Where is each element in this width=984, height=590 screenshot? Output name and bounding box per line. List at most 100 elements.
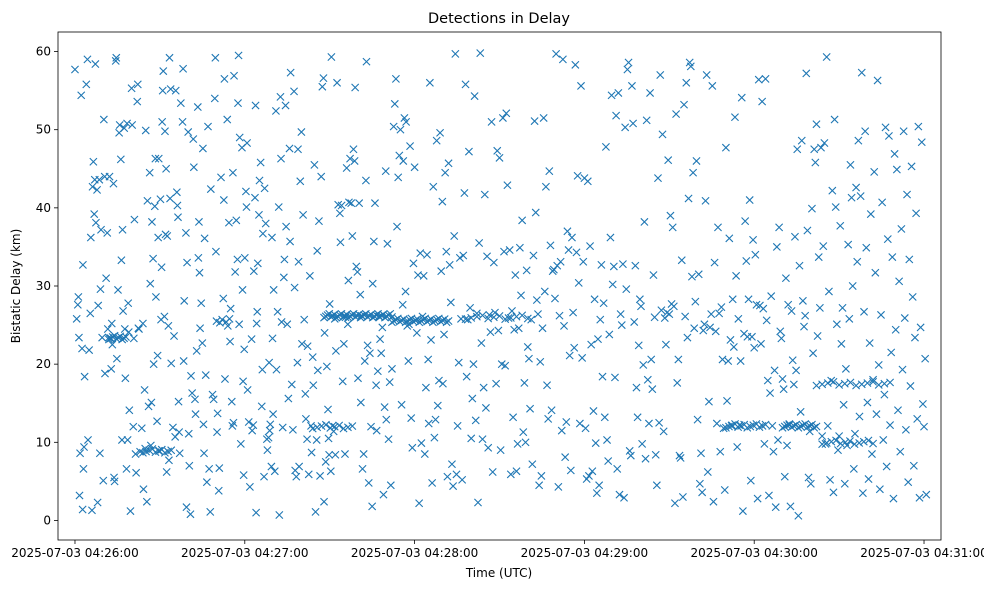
data-point-marker (620, 493, 629, 502)
data-point-marker (617, 321, 626, 330)
data-point-marker (250, 193, 259, 202)
data-point-marker (488, 468, 497, 476)
data-point-marker (492, 379, 501, 388)
data-point-marker (538, 324, 547, 333)
data-point-marker (907, 162, 916, 171)
data-point-marker (339, 424, 348, 433)
data-point-marker (97, 225, 106, 234)
data-point-marker (427, 335, 435, 344)
data-point-marker (606, 233, 615, 242)
data-point-marker (621, 123, 630, 132)
data-point-marker (518, 216, 527, 225)
data-point-marker (340, 450, 349, 459)
data-point-marker (860, 307, 869, 316)
data-point-marker (878, 198, 887, 207)
data-point-marker (787, 423, 796, 432)
data-point-marker (478, 311, 487, 320)
data-point-marker (86, 233, 95, 242)
data-point-marker (206, 185, 215, 194)
data-point-marker (655, 418, 664, 427)
data-point-marker (455, 253, 464, 262)
data-point-marker (493, 146, 502, 155)
data-point-marker (674, 355, 683, 364)
data-point-marker (187, 371, 196, 380)
data-point-marker (701, 196, 710, 205)
data-point-marker (251, 101, 260, 110)
data-point-marker (224, 218, 233, 227)
data-point-marker (870, 167, 879, 176)
data-point-marker (406, 142, 415, 151)
data-point-marker (183, 258, 192, 267)
data-point-marker (365, 349, 374, 358)
data-point-marker (702, 70, 711, 79)
data-point-marker (692, 156, 701, 165)
data-point-marker (229, 418, 238, 427)
data-point-marker (333, 78, 342, 87)
data-point-marker (83, 55, 92, 64)
data-point-marker (770, 366, 779, 375)
data-point-marker (658, 130, 667, 139)
data-point-marker (171, 86, 180, 95)
data-point-marker (266, 420, 275, 429)
data-point-marker (775, 223, 784, 232)
data-point-marker (607, 91, 616, 100)
data-point-marker (632, 383, 641, 392)
data-point-marker (669, 302, 678, 311)
data-point-marker (321, 420, 330, 429)
data-point-marker (552, 49, 561, 58)
data-point-marker (724, 357, 733, 366)
data-point-marker (759, 304, 768, 313)
data-point-marker (268, 334, 277, 343)
data-point-marker (486, 328, 495, 337)
data-point-marker (495, 153, 504, 162)
data-point-marker (283, 320, 292, 329)
data-point-marker (608, 280, 617, 289)
data-point-marker (563, 227, 572, 236)
data-point-marker (855, 412, 864, 421)
data-point-marker (271, 106, 280, 115)
data-point-marker (88, 182, 97, 191)
data-point-marker (753, 494, 762, 503)
data-point-marker (316, 471, 325, 480)
data-point-marker (819, 242, 828, 251)
data-point-marker (78, 505, 87, 514)
data-point-marker (875, 485, 884, 494)
data-point-marker (729, 342, 738, 351)
data-point-marker (732, 271, 741, 280)
data-point-marker (700, 320, 709, 329)
data-point-marker (133, 80, 142, 89)
data-point-marker (800, 322, 809, 331)
data-point-marker (869, 377, 878, 386)
data-point-marker (695, 479, 704, 488)
data-point-marker (134, 324, 143, 333)
data-point-marker (211, 247, 220, 256)
data-point-marker (862, 243, 871, 252)
data-point-marker (78, 344, 87, 353)
data-point-marker (349, 145, 358, 154)
data-point-marker (781, 274, 790, 283)
data-point-marker (226, 337, 235, 346)
data-point-marker (232, 216, 241, 225)
data-point-marker (802, 69, 811, 78)
data-point-marker (313, 246, 322, 255)
data-point-marker (478, 435, 487, 444)
data-point-marker (331, 346, 340, 355)
data-point-marker (290, 87, 299, 96)
data-point-marker (921, 354, 930, 363)
data-point-marker (326, 467, 335, 476)
data-point-marker (119, 307, 128, 315)
data-point-marker (391, 74, 400, 83)
data-point-marker (879, 435, 888, 444)
data-point-marker (420, 450, 429, 459)
data-point-marker (523, 342, 532, 351)
data-point-marker (629, 119, 638, 128)
data-point-marker (578, 353, 587, 362)
data-point-marker (192, 346, 201, 355)
data-point-marker (219, 196, 228, 205)
data-point-marker (569, 308, 578, 317)
data-point-marker (836, 439, 845, 448)
data-point-marker (441, 168, 450, 177)
y-tick-label: 0 (43, 513, 51, 527)
data-point-marker (839, 400, 848, 409)
data-point-marker (103, 324, 112, 333)
